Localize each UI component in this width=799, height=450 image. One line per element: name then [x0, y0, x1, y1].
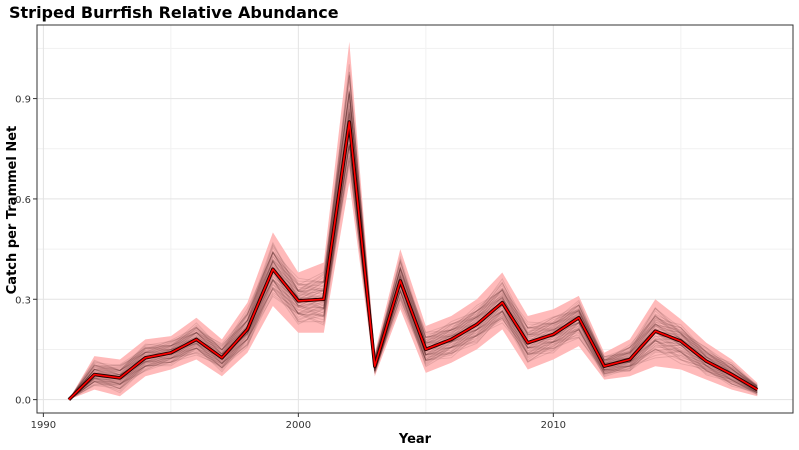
plot-panel-border	[36, 24, 794, 414]
bootstrap-trace	[68, 104, 758, 400]
bootstrap-trace	[68, 144, 758, 400]
bootstrap-trace	[68, 92, 758, 400]
y-axis-title: Catch per Trammel Net	[5, 126, 20, 295]
bootstrap-trace	[68, 89, 758, 400]
bootstrap-trace	[68, 91, 758, 400]
x-tick-label: 1990	[31, 420, 56, 431]
bootstrap-trace	[68, 137, 758, 401]
x-axis: 1990 2000 2010	[31, 413, 566, 431]
bootstrap-trace	[68, 145, 758, 401]
bootstrap-trace	[68, 93, 758, 400]
bootstrap-trace	[68, 114, 758, 400]
bootstrap-trace	[68, 101, 758, 400]
bootstrap-trace	[68, 145, 758, 401]
bootstrap-trace	[68, 91, 758, 400]
bootstrap-trace	[68, 164, 758, 400]
x-axis-title: Year	[398, 432, 432, 447]
bootstrap-trace	[68, 145, 758, 401]
bootstrap-trace	[68, 64, 758, 400]
bootstrap-trace	[68, 76, 758, 400]
x-tick-label: 2000	[286, 420, 311, 431]
bootstrap-trace	[68, 131, 758, 401]
y-tick-label: 0.9	[15, 95, 31, 106]
bootstrap-trace	[68, 71, 758, 400]
bootstrap-trace	[68, 133, 758, 400]
x-tick-label: 2010	[541, 420, 566, 431]
bootstrap-trace	[68, 143, 758, 400]
y-tick-label: 0.0	[15, 396, 31, 407]
bootstrap-trace	[68, 155, 758, 400]
bootstrap-trace	[68, 151, 758, 400]
bootstrap-trace	[68, 74, 758, 400]
bootstrap-trace	[68, 143, 758, 401]
bootstrap-trace	[68, 160, 758, 401]
bootstrap-trace	[68, 93, 758, 400]
bootstrap-trace	[68, 157, 758, 400]
bootstrap-trace	[68, 156, 758, 401]
median-line	[68, 121, 758, 401]
bootstrap-trace	[68, 160, 758, 401]
bootstrap-trace	[68, 74, 758, 400]
bootstrap-trace	[68, 145, 758, 400]
median-series	[67, 120, 759, 401]
bootstrap-trace	[68, 90, 758, 400]
bootstrap-trace	[68, 94, 758, 400]
bootstrap-trace	[68, 92, 758, 400]
bootstrap-trace	[68, 144, 758, 401]
bootstrap-trace	[68, 71, 758, 400]
y-tick-label: 0.6	[15, 195, 31, 206]
bootstrap-trace	[68, 143, 758, 400]
bootstrap-trace	[68, 81, 758, 400]
y-axis: 0.0 0.3 0.6 0.9	[15, 95, 37, 407]
y-tick-label: 0.3	[15, 295, 31, 306]
chart-title: Striped Burrfish Relative Abundance	[9, 3, 339, 22]
bootstrap-trace	[68, 113, 758, 400]
bootstrap-trace	[68, 109, 758, 400]
